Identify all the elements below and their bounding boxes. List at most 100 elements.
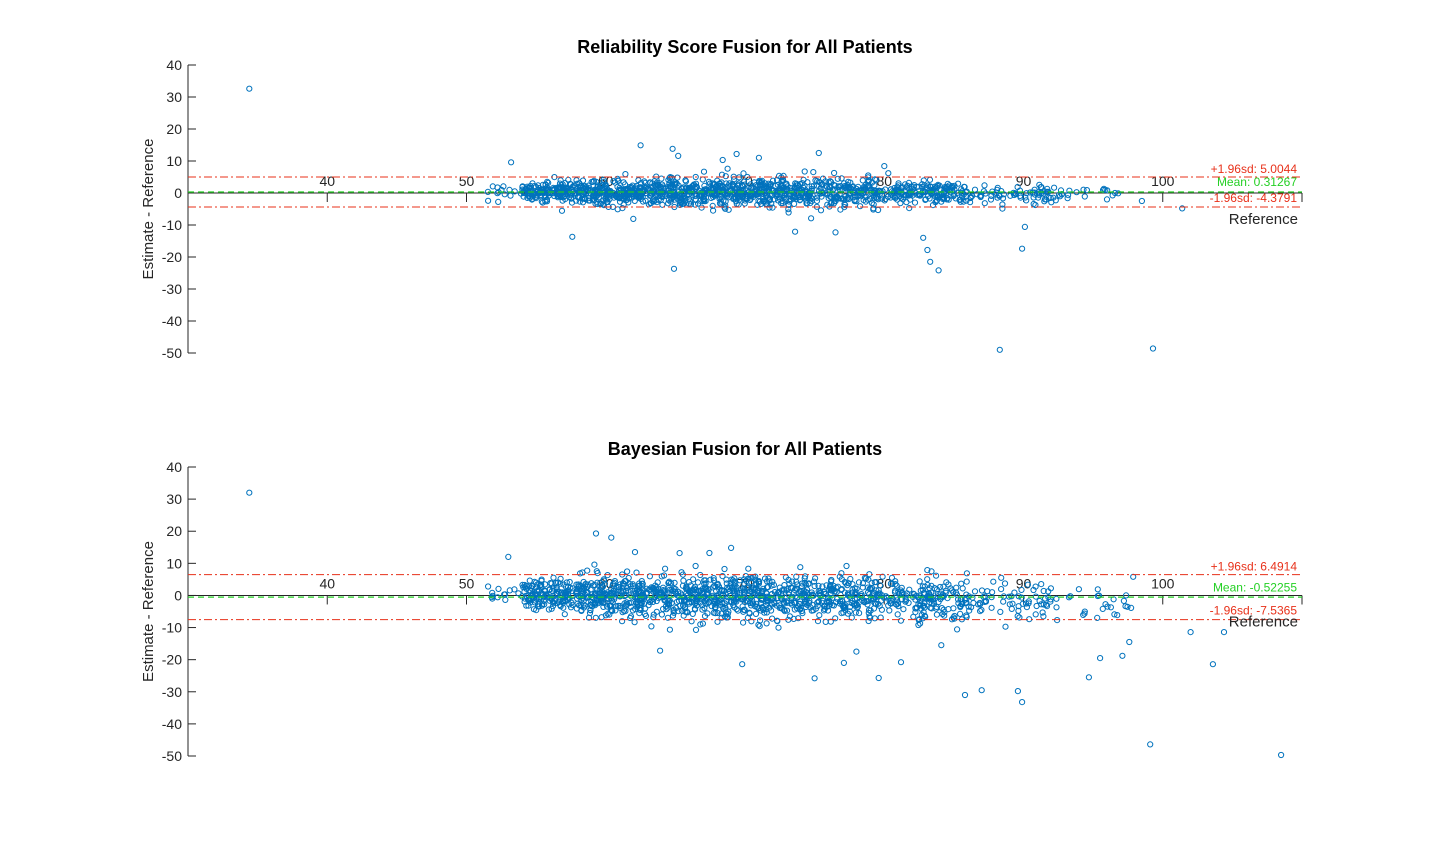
- data-point: [839, 195, 846, 202]
- data-point: [713, 601, 720, 608]
- data-point: [585, 614, 593, 621]
- data-point: [913, 592, 920, 599]
- data-point: [663, 606, 670, 613]
- data-point: [532, 195, 540, 202]
- data-point: [827, 187, 834, 194]
- data-point: [740, 589, 747, 596]
- data-point: [588, 580, 595, 587]
- data-point: [1036, 597, 1043, 605]
- y-tick-label: 30: [166, 89, 182, 105]
- data-point: [776, 602, 783, 609]
- data-point: [741, 581, 748, 588]
- data-point: [950, 605, 957, 612]
- data-point: [873, 195, 881, 202]
- data-point: [781, 608, 788, 615]
- data-point: [834, 175, 841, 182]
- data-point: [586, 185, 593, 192]
- data-point: [957, 602, 964, 610]
- data-point: [875, 187, 882, 194]
- data-point: [865, 607, 873, 614]
- data-point: [815, 598, 822, 606]
- data-point: [604, 572, 611, 579]
- data-point: [594, 579, 601, 586]
- data-point: [865, 178, 872, 185]
- data-point: [671, 190, 678, 197]
- data-point: [1220, 629, 1228, 636]
- data-point: [1081, 193, 1088, 200]
- data-point: [704, 610, 711, 617]
- data-point: [682, 585, 690, 592]
- data-point: [756, 178, 763, 186]
- data-point: [725, 206, 732, 213]
- data-point: [1023, 197, 1030, 204]
- data-point: [786, 198, 793, 205]
- y-tick-label: 20: [166, 523, 182, 539]
- data-point: [813, 197, 821, 204]
- data-point: [607, 190, 614, 197]
- data-point: [840, 659, 848, 667]
- data-point: [934, 590, 942, 598]
- data-point: [885, 170, 892, 177]
- data-point: [924, 576, 931, 583]
- data-point: [709, 202, 716, 209]
- data-point: [771, 196, 778, 203]
- data-point: [902, 595, 909, 602]
- y-tick-label: 20: [166, 121, 182, 137]
- data-point: [617, 604, 624, 611]
- data-point: [875, 587, 882, 594]
- data-point: [763, 187, 770, 194]
- data-point: [701, 189, 708, 196]
- data-point: [594, 200, 601, 208]
- data-point: [811, 675, 818, 682]
- data-point: [841, 200, 848, 207]
- data-point: [624, 568, 631, 575]
- data-point: [812, 177, 819, 184]
- data-point: [559, 597, 566, 604]
- data-point: [815, 178, 823, 185]
- data-point: [801, 168, 808, 175]
- data-point: [762, 198, 770, 205]
- data-point: [1000, 598, 1007, 605]
- data-point: [906, 205, 913, 212]
- data-point: [1030, 586, 1037, 594]
- x-tick-label: 40: [319, 575, 335, 591]
- data-point: [1019, 699, 1026, 706]
- data-point: [648, 623, 655, 630]
- data-point: [739, 603, 746, 610]
- data-point: [892, 581, 899, 588]
- data-point: [915, 621, 922, 629]
- data-point: [616, 593, 624, 600]
- data-point: [978, 192, 985, 199]
- data-point: [1080, 611, 1087, 619]
- data-point: [900, 606, 907, 613]
- data-point: [1030, 200, 1037, 208]
- data-point: [1114, 612, 1121, 619]
- data-point: [760, 605, 767, 612]
- data-point: [1032, 593, 1040, 600]
- data-point: [1045, 194, 1052, 201]
- data-point: [615, 177, 622, 184]
- data-point: [900, 194, 908, 201]
- data-point: [988, 192, 995, 199]
- data-point: [856, 192, 863, 199]
- data-point: [566, 578, 573, 586]
- data-point: [827, 618, 834, 625]
- data-point: [824, 184, 831, 191]
- data-point: [933, 187, 940, 194]
- data-point: [733, 584, 740, 591]
- data-point: [660, 584, 667, 591]
- data-point: [831, 194, 838, 201]
- data-point: [602, 195, 609, 202]
- data-point: [564, 584, 572, 591]
- data-point: [521, 189, 528, 197]
- data-point: [922, 196, 929, 203]
- data-point: [1015, 593, 1022, 600]
- data-point: [686, 579, 693, 586]
- data-point: [897, 617, 905, 624]
- data-point: [954, 626, 961, 633]
- data-point: [957, 610, 964, 618]
- data-point: [508, 159, 515, 166]
- data-point: [924, 581, 931, 589]
- data-point: [607, 606, 614, 614]
- data-point: [646, 573, 654, 580]
